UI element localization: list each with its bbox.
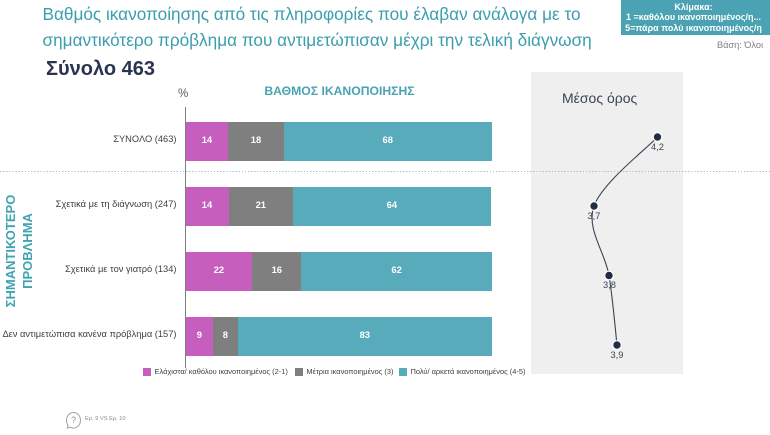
svg-text:?: ? (71, 415, 76, 425)
svg-text:3,8: 3,8 (603, 280, 616, 290)
svg-text:4,2: 4,2 (651, 142, 664, 152)
svg-text:3,9: 3,9 (611, 350, 624, 360)
svg-text:3,7: 3,7 (588, 211, 601, 221)
